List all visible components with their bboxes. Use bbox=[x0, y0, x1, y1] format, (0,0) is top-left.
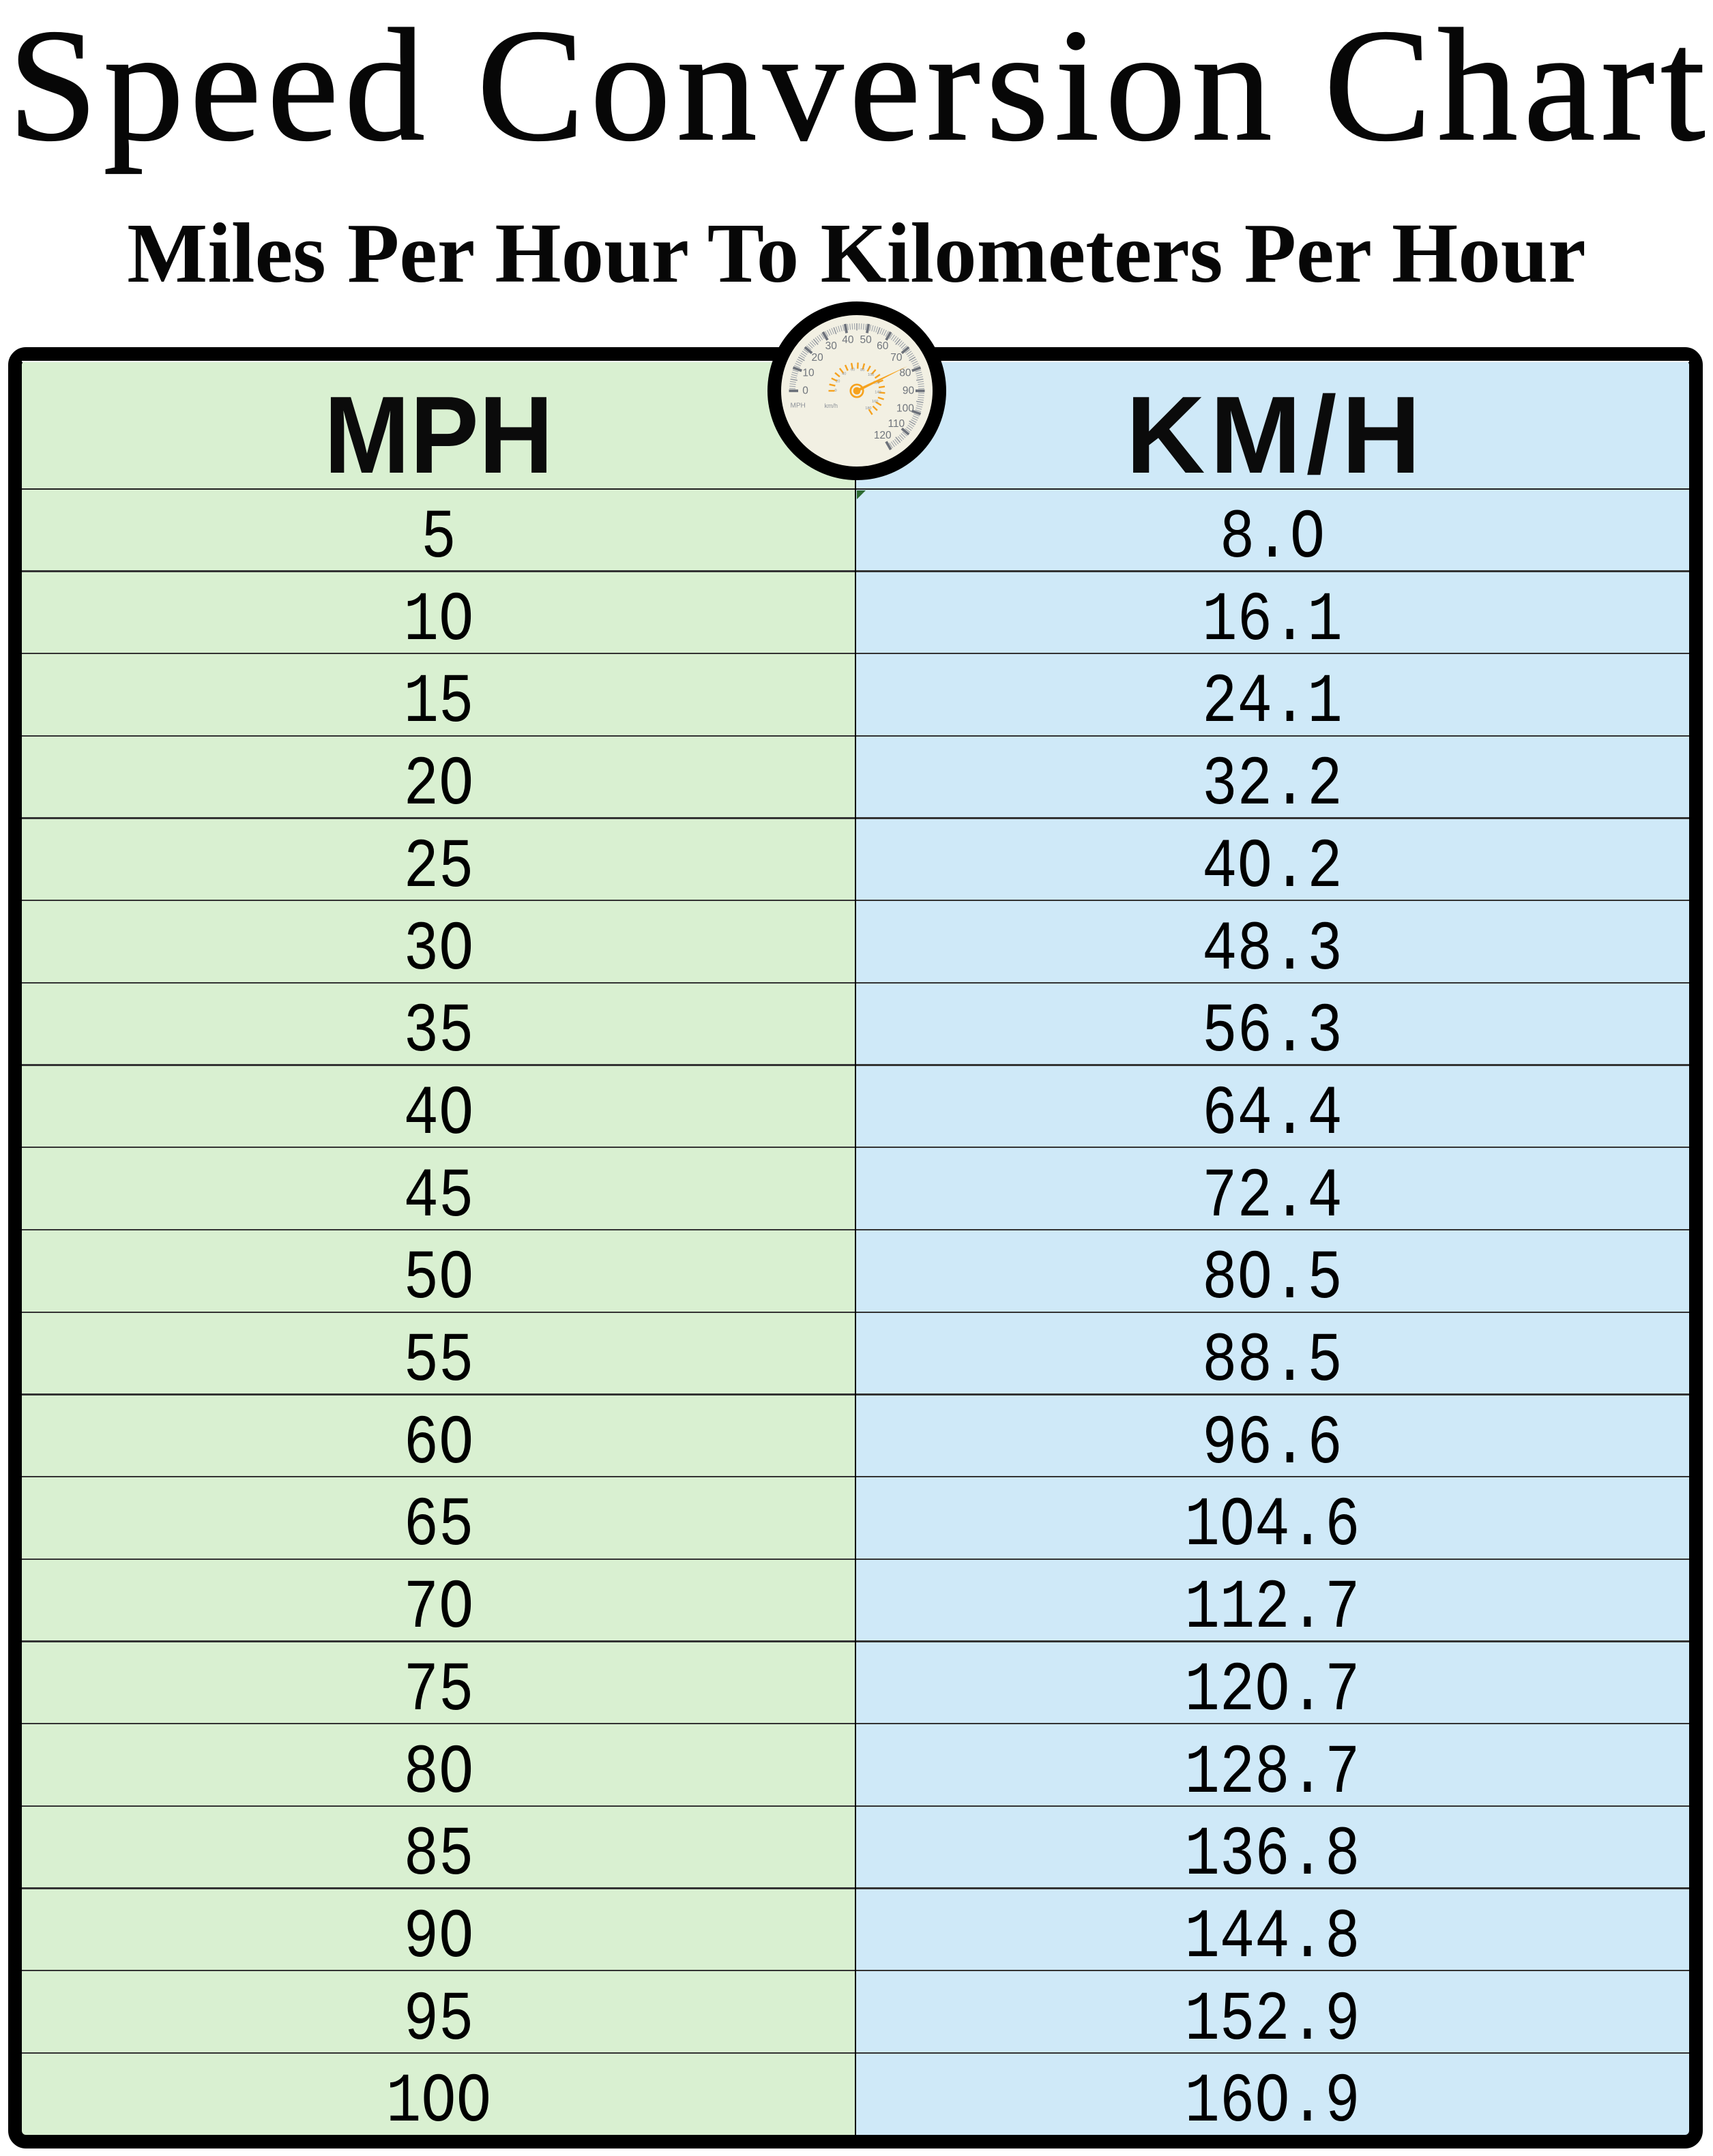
svg-text:30: 30 bbox=[825, 340, 838, 352]
svg-text:100: 100 bbox=[868, 373, 874, 377]
svg-text:140: 140 bbox=[875, 390, 881, 394]
svg-text:120: 120 bbox=[874, 430, 892, 441]
svg-text:0: 0 bbox=[834, 389, 836, 393]
svg-text:MPH: MPH bbox=[791, 402, 806, 410]
svg-text:80: 80 bbox=[860, 368, 864, 372]
svg-text:70: 70 bbox=[890, 352, 903, 364]
svg-text:80: 80 bbox=[899, 368, 911, 379]
svg-text:40: 40 bbox=[842, 334, 854, 346]
svg-text:0: 0 bbox=[802, 385, 808, 397]
svg-text:20: 20 bbox=[836, 379, 840, 383]
svg-text:km/h: km/h bbox=[825, 402, 838, 409]
svg-text:90: 90 bbox=[903, 385, 915, 397]
svg-text:120: 120 bbox=[873, 381, 879, 385]
svg-text:180: 180 bbox=[865, 407, 871, 411]
svg-text:20: 20 bbox=[812, 352, 824, 364]
svg-text:60: 60 bbox=[851, 368, 855, 372]
svg-text:40: 40 bbox=[842, 372, 846, 376]
svg-text:110: 110 bbox=[888, 418, 905, 430]
svg-text:160: 160 bbox=[872, 400, 878, 404]
svg-text:100: 100 bbox=[896, 402, 914, 414]
svg-text:50: 50 bbox=[860, 334, 872, 346]
svg-text:10: 10 bbox=[802, 368, 815, 379]
svg-text:60: 60 bbox=[877, 340, 889, 352]
